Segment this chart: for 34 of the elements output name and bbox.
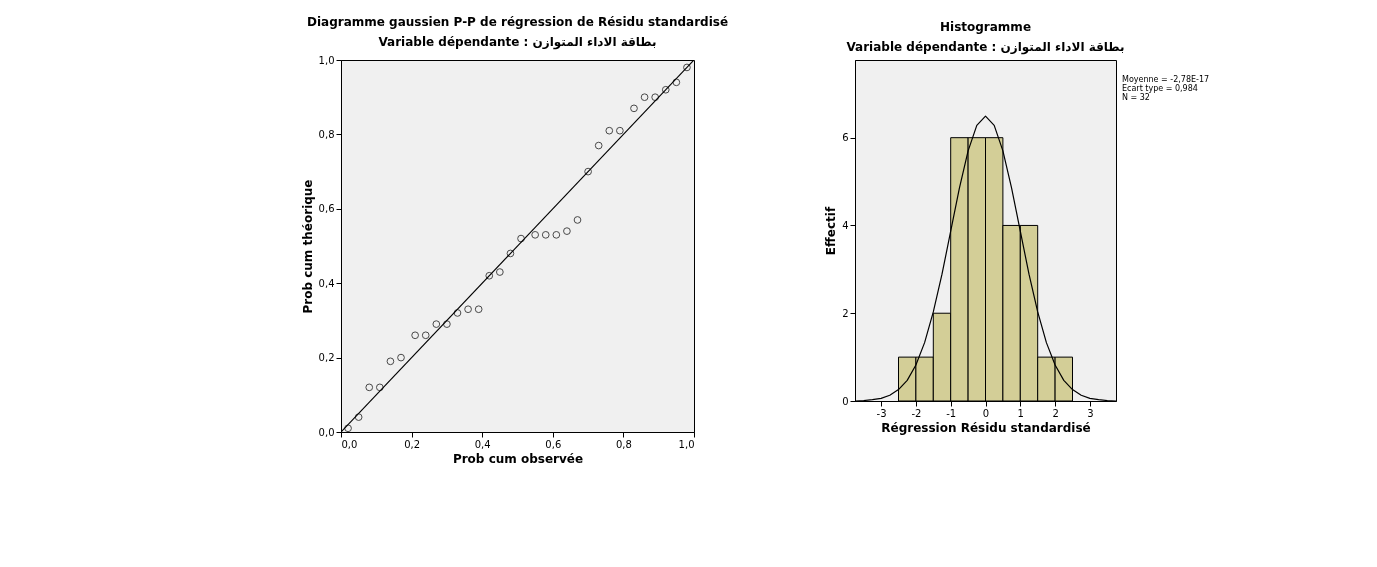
text: N = 32 <box>1122 93 1150 102</box>
chart-subtitle: Variable dépendante : بطاقة الاداء المتوازن <box>846 40 1125 55</box>
y-tick-label: 0,0 <box>318 426 335 438</box>
x-tick-label: 3 <box>1087 407 1094 419</box>
x-tick-label: 1,0 <box>678 438 695 450</box>
x-tick-label: 0,8 <box>615 438 632 450</box>
y-tick-label: 6 <box>842 132 849 144</box>
x-tick-label: 0 <box>982 407 990 419</box>
y-tick-label: 0,4 <box>318 277 335 289</box>
y-tick-label: 4 <box>842 219 849 231</box>
y-axis-title: Prob cum théorique <box>300 179 315 314</box>
x-axis-title: Régression Résidu standardisé <box>881 420 1091 435</box>
y-tick-label: 2 <box>842 307 849 319</box>
x-tick-label: 0,4 <box>474 438 491 450</box>
y-tick-label: 0,8 <box>318 128 335 140</box>
y-axis-title: Effectif <box>824 206 839 256</box>
y-tick-label: 0,2 <box>318 352 335 364</box>
x-tick-label: 0,6 <box>545 438 562 450</box>
text: Moyenne = -2,78E-17 <box>1122 75 1210 84</box>
x-tick-label: -3 <box>876 407 887 419</box>
chart-title: Diagramme gaussien P-P de régression de Résidu standardisé <box>306 15 729 29</box>
chart-title: Histogramme <box>939 20 1032 34</box>
y-tick-label: 1,0 <box>318 54 335 66</box>
y-tick-label: 0 <box>842 395 849 407</box>
chart-subtitle: Variable dépendante : بطاقة الاداء المتوازن <box>378 35 657 50</box>
text: Ecart type = 0,984 <box>1122 84 1198 93</box>
x-tick-label: -2 <box>911 407 922 419</box>
x-tick-label: 0,2 <box>404 438 421 450</box>
x-tick-label: 2 <box>1052 407 1059 419</box>
x-axis-title: Prob cum observée <box>452 451 584 466</box>
y-tick-label: 0,6 <box>318 203 335 215</box>
x-tick-label: 1 <box>1017 407 1024 419</box>
x-tick-label: -1 <box>946 407 957 419</box>
x-tick-label: 0,0 <box>341 438 358 450</box>
